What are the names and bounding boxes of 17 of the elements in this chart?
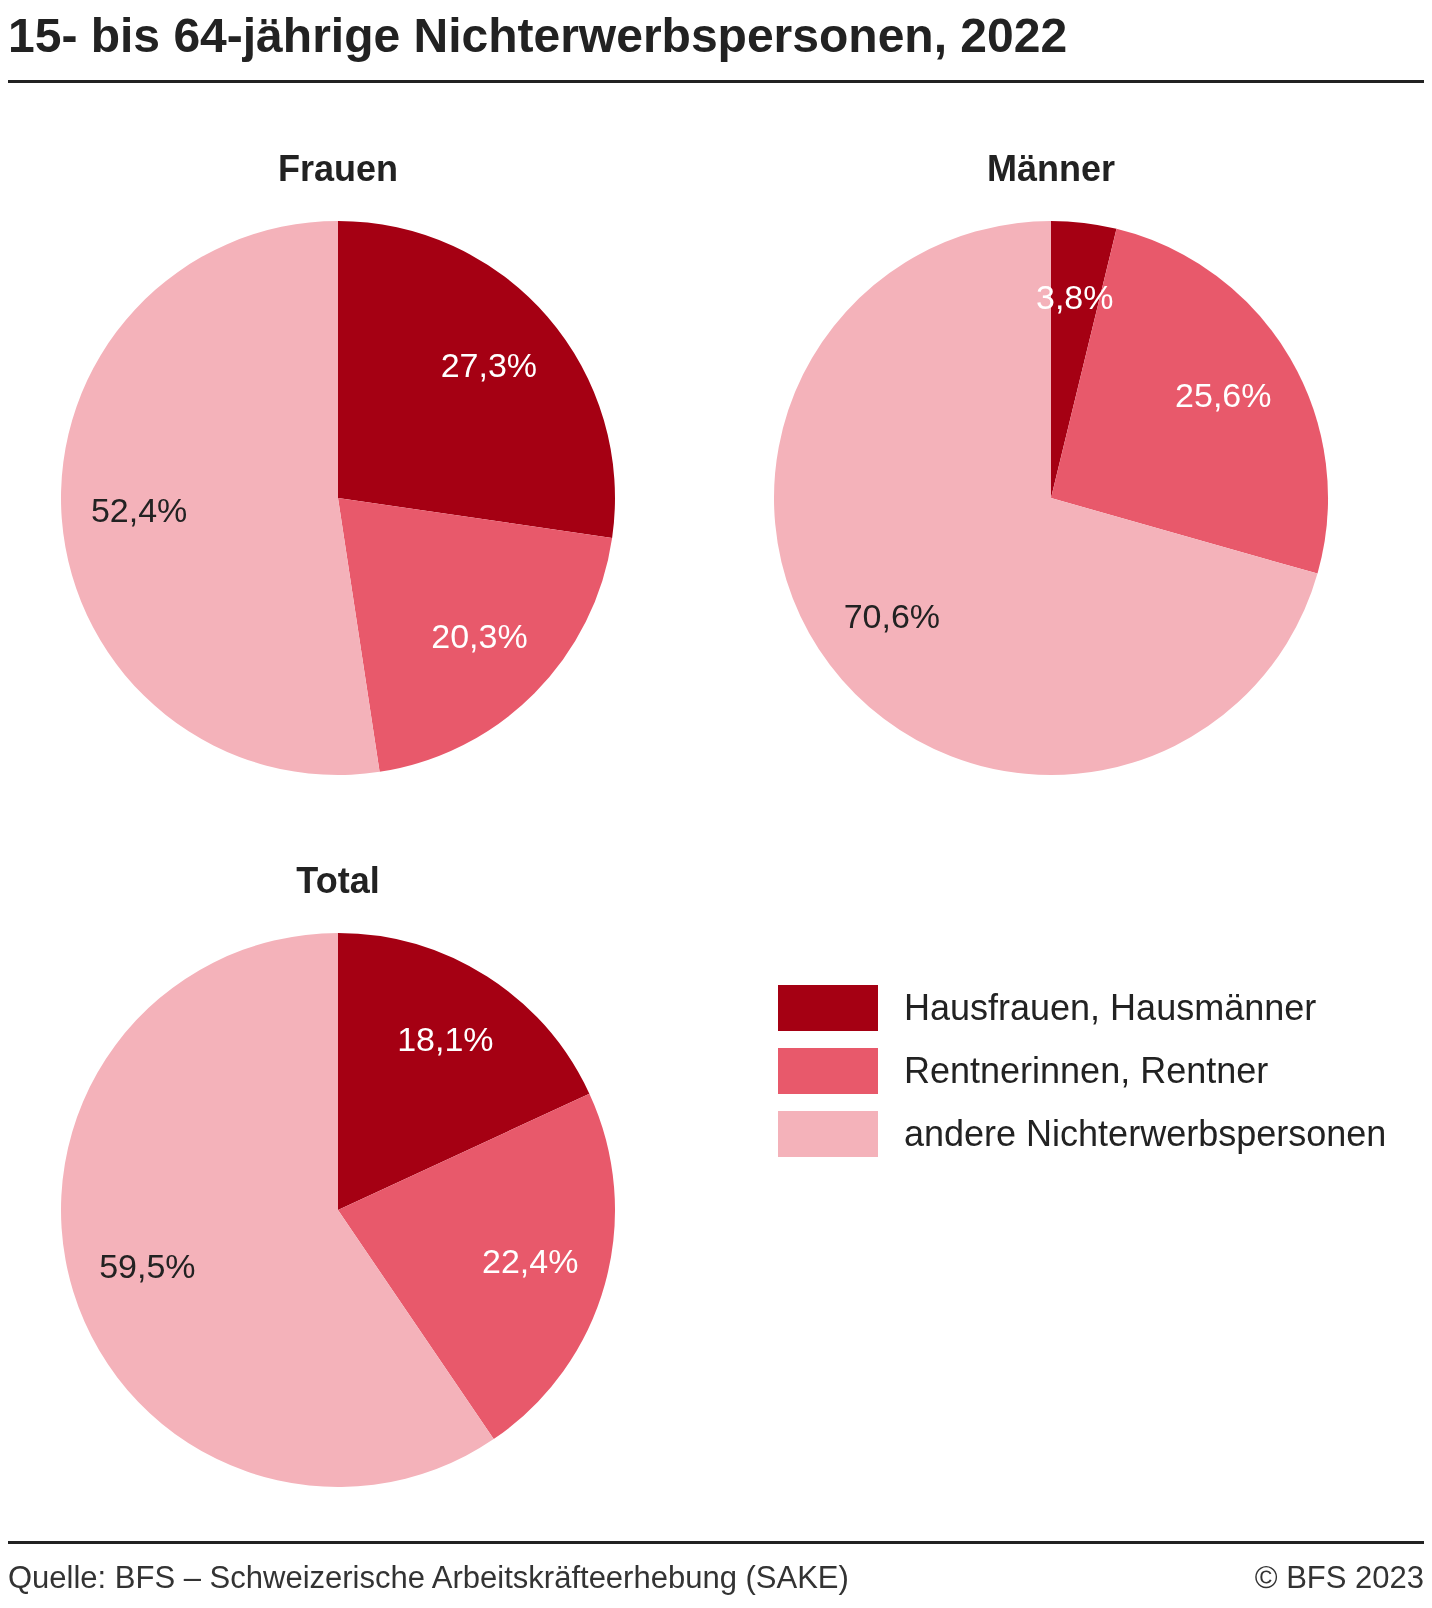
data-label: 52,4% — [90, 491, 188, 530]
chart-subtitle: Total — [295, 860, 381, 903]
legend-label: Rentnerinnen, Rentner — [904, 1049, 1269, 1092]
text: © BFS 2023 — [1254, 1560, 1424, 1596]
data-label: 20,3% — [431, 616, 528, 655]
source-note: Quelle: BFS – Schweizerische Arbeitskräfteerhebung (SAKE) — [8, 1560, 849, 1596]
data-label: 22,4% — [482, 1241, 579, 1280]
chart-title: 15- bis 64-jährige Nichterwerbspersonen, 2022 — [8, 8, 1068, 63]
legend-label: Hausfrauen, Hausmänner — [904, 986, 1317, 1029]
data-label: 25,6% — [1175, 375, 1272, 414]
legend-label: andere Nichterwerbspersonen — [904, 1112, 1387, 1155]
data-label: 70,6% — [843, 596, 941, 635]
chart-subtitle: Frauen — [277, 148, 399, 191]
chart-subtitle: Männer — [986, 148, 1116, 191]
data-label: 27,3% — [440, 345, 538, 384]
data-label: 59,5% — [99, 1247, 196, 1286]
data-label: 18,1% — [397, 1020, 494, 1059]
